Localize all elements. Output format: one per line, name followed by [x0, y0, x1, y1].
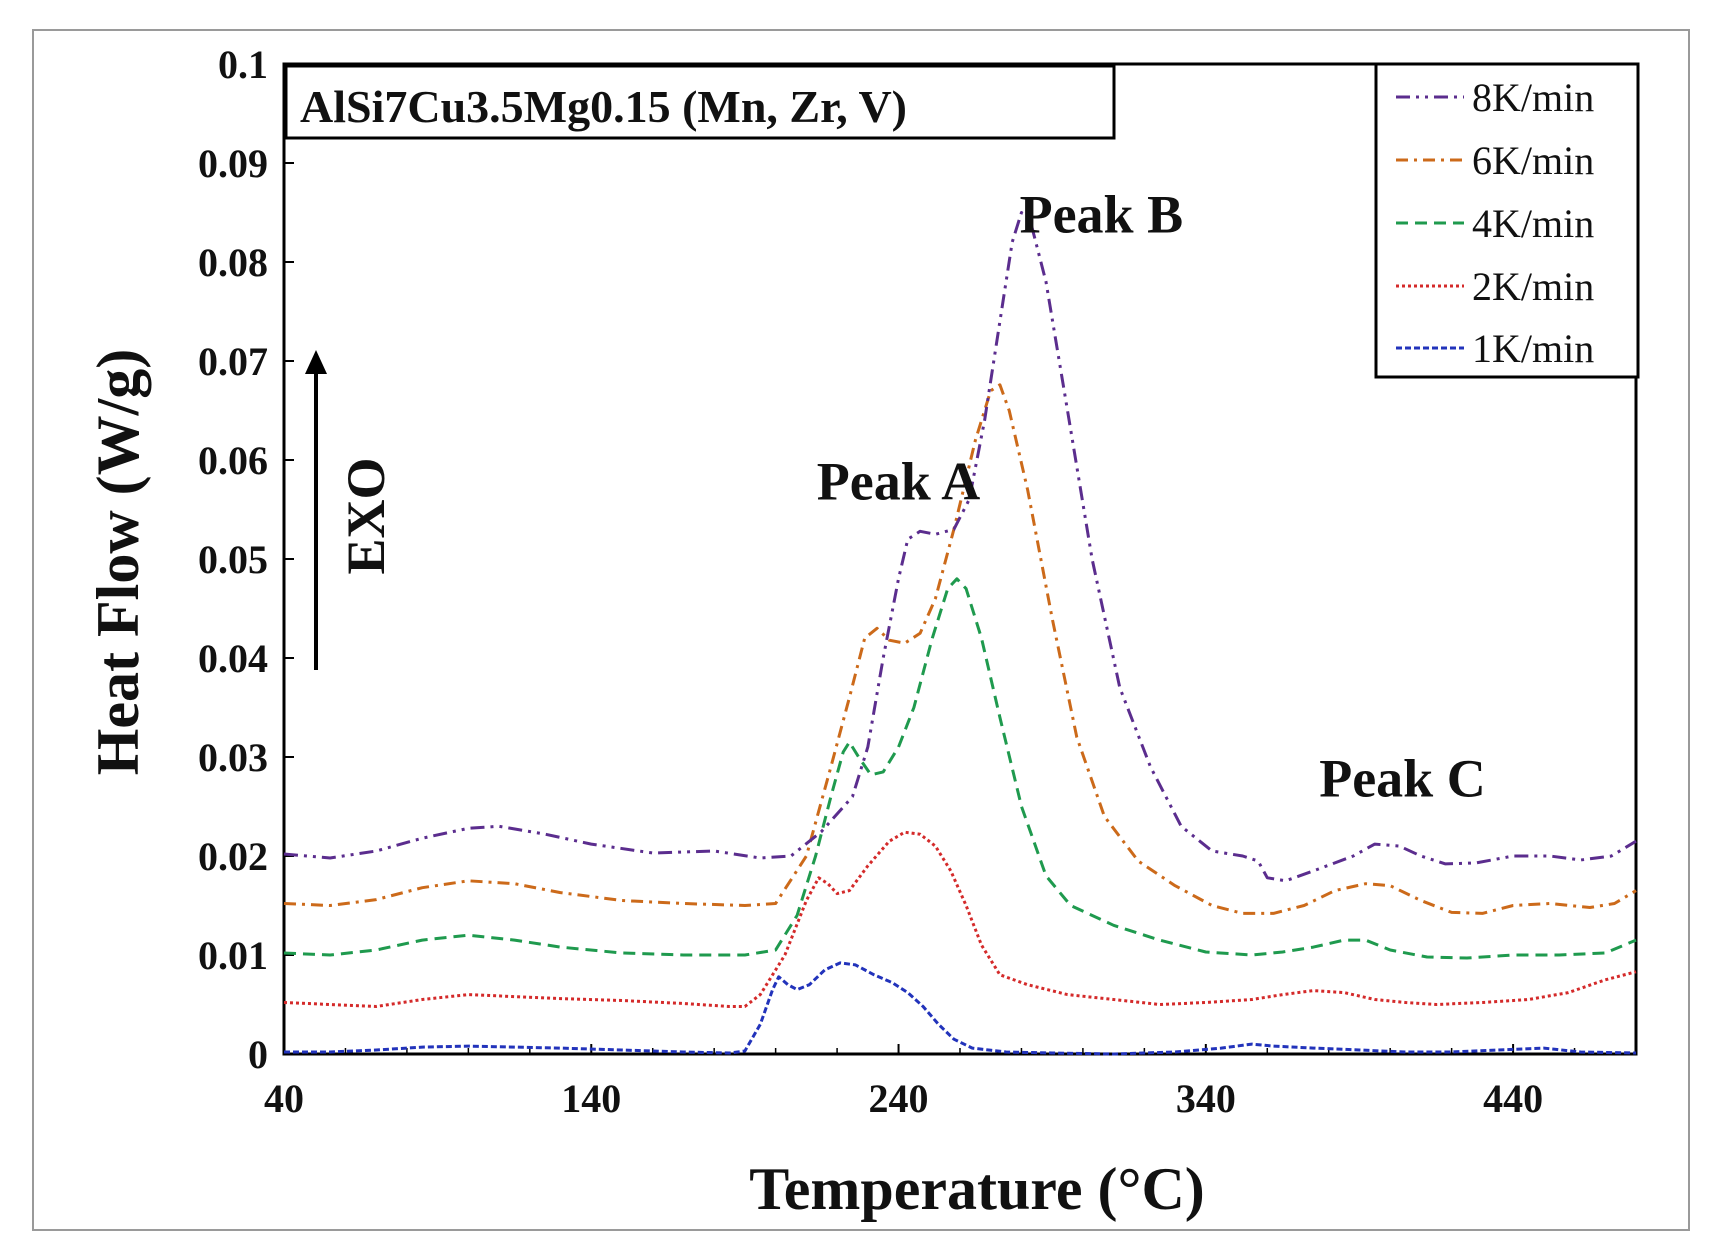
- y-tick-label: 0.01: [198, 933, 268, 978]
- x-tick-label: 40: [264, 1076, 304, 1121]
- y-axis-title: Heat Flow (W/g): [85, 349, 151, 776]
- series-layer: [283, 211, 1637, 1056]
- peak-b-label: Peak B: [1020, 184, 1184, 244]
- axis-ticks: 0 0.01 0.02 0.03 0.04 0.05 0.06 0.07 0.08 0.09 0.1…: [198, 42, 1576, 1121]
- series-line-6k-min: [283, 383, 1637, 915]
- sample-label: AlSi7Cu3.5Mg0.15 (Mn, Zr, V): [300, 81, 907, 132]
- y-tick-label: 0.1: [218, 42, 268, 87]
- legend: 8K/min 6K/min 4K/min 2K/min 1K/min: [1374, 62, 1640, 379]
- y-tick-label: 0.06: [198, 438, 268, 483]
- series-line-8k-min: [283, 211, 1637, 883]
- sample-label-box: [284, 64, 1116, 140]
- legend-label-2k: 2K/min: [1472, 264, 1594, 309]
- y-tick-label: 0.08: [198, 240, 268, 285]
- legend-label-8k: 8K/min: [1472, 75, 1594, 120]
- legend-label-4k: 4K/min: [1472, 201, 1594, 246]
- legend-box: [1374, 62, 1640, 379]
- series-line-2k-min: [283, 830, 1637, 1008]
- x-tick-label: 440: [1483, 1076, 1543, 1121]
- y-tick-label: 0.03: [198, 735, 268, 780]
- exo-arrow-head: [305, 350, 327, 374]
- peak-c-label: Peak C: [1319, 749, 1485, 809]
- y-tick-label: 0.09: [198, 141, 268, 186]
- y-tick-label: 0.05: [198, 537, 268, 582]
- series-line-1k-min: [284, 961, 1637, 1056]
- exo-label: EXO: [336, 457, 396, 574]
- y-tick-label: 0.07: [198, 339, 268, 384]
- x-tick-label: 340: [1176, 1076, 1236, 1121]
- y-tick-label: 0.02: [198, 834, 268, 879]
- peak-a-label: Peak A: [817, 452, 981, 512]
- legend-label-6k: 6K/min: [1472, 138, 1594, 183]
- x-tick-label: 240: [869, 1076, 929, 1121]
- x-tick-label: 140: [561, 1076, 621, 1121]
- y-tick-label: 0.04: [198, 636, 268, 681]
- series-line-4k-min: [283, 577, 1637, 960]
- x-axis-title: Temperature (°C): [749, 1156, 1205, 1222]
- y-tick-label: 0: [248, 1032, 268, 1077]
- legend-label-1k: 1K/min: [1472, 326, 1594, 371]
